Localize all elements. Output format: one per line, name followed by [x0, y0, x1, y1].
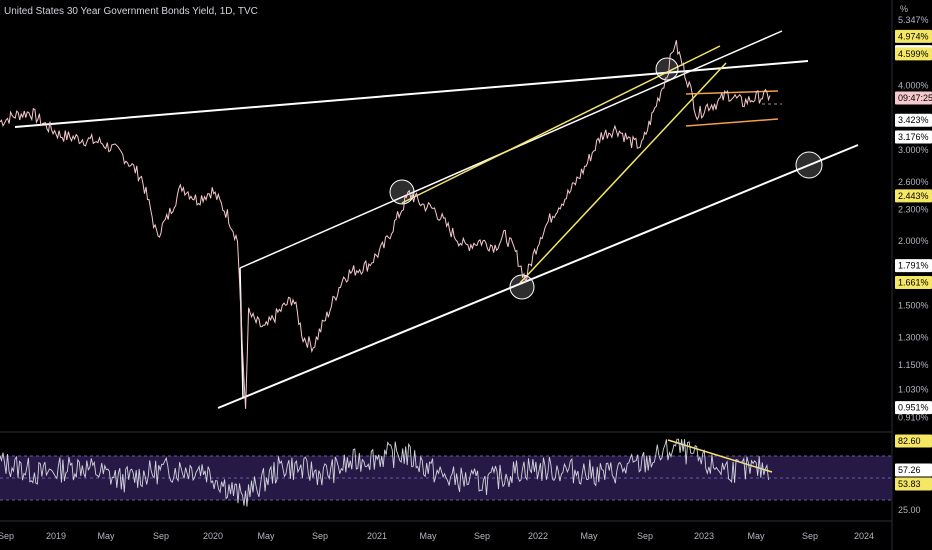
price-badge: [895, 113, 932, 127]
price-badge: [895, 130, 932, 144]
rsi-badge: [895, 477, 932, 491]
price-tick-label: 4.000%: [898, 80, 929, 90]
time-tick-label: May: [747, 531, 765, 541]
main-series-layer: [0, 40, 771, 409]
orange-range-bottom[interactable]: [685, 118, 779, 127]
time-tick-label: 2024: [854, 531, 874, 541]
time-axis-ticks: Sep 2019 May Sep 2020 May Sep 2021 May Sep 2022 May…: [0, 531, 874, 541]
price-tick-label: 5.347%: [898, 15, 929, 25]
time-tick-label: May: [257, 531, 275, 541]
rsi-axis-ticks: 25.00: [898, 505, 921, 515]
rsi-series-line: [0, 438, 769, 507]
price-tick-label: 1.500%: [898, 300, 929, 310]
time-tick-label: Sep: [153, 531, 169, 541]
highlight-circle-2023-peak[interactable]: [655, 57, 679, 81]
rsi-badge-label: 53.83: [898, 479, 921, 489]
rsi-tick-label: 25.00: [898, 505, 921, 515]
price-axis-badges: 4.974%4.648%4.599%09:47:253.423%3.176%2.…: [895, 29, 932, 415]
chart-title: United States 30 Year Government Bonds Y…: [4, 6, 258, 17]
yellow-trendline-upper[interactable]: [401, 45, 721, 204]
rsi-badge: [895, 434, 932, 448]
time-tick-label: May: [97, 531, 115, 541]
price-tick-label: 1.150%: [898, 360, 929, 370]
highlight-circle-2021[interactable]: [389, 179, 415, 205]
orange-range-top[interactable]: [685, 90, 779, 95]
price-tick-label: 2.300%: [898, 204, 929, 214]
price-unit-label: %: [900, 4, 908, 14]
highlight-circle-target[interactable]: [795, 151, 823, 179]
price-badge: [895, 276, 932, 289]
price-tick-label: 2.000%: [898, 236, 929, 246]
price-series-line: [0, 40, 771, 409]
lower-channel-line[interactable]: [217, 144, 859, 409]
time-tick-label: 2019: [46, 531, 66, 541]
time-tick-label: 2023: [694, 531, 714, 541]
price-badge: [895, 91, 932, 105]
price-tick-label: 0.910%: [898, 413, 929, 423]
rsi-badge: [895, 463, 932, 477]
time-tick-label: May: [419, 531, 437, 541]
price-badge-label: 1.791%: [898, 261, 929, 271]
price-tick-label: 1.030%: [898, 385, 929, 395]
time-tick-label: May: [580, 531, 598, 541]
price-tick-label: 2.600%: [898, 177, 929, 187]
time-tick-label: Sep: [0, 531, 14, 541]
price-badge-label: 3.176%: [898, 132, 929, 142]
time-tick-label: Sep: [474, 531, 490, 541]
rsi-axis-badges: 82.60 57.26 53.83: [895, 434, 932, 491]
price-badge-label: 0.951%: [898, 403, 929, 413]
price-badge-label: 09:47:25: [898, 93, 932, 103]
rsi-badge-label: 57.26: [898, 465, 921, 475]
price-tick-label: 3.000%: [898, 145, 929, 155]
long-resistance-trendline[interactable]: [14, 60, 809, 128]
price-badge: [895, 189, 932, 203]
time-tick-label: Sep: [802, 531, 818, 541]
time-tick-label: 2021: [367, 531, 387, 541]
price-badge-label: 2.443%: [898, 191, 929, 201]
price-badge: [895, 47, 932, 61]
price-tick-label: 1.300%: [898, 333, 929, 343]
price-badge-label: 4.599%: [898, 49, 929, 59]
time-tick-label: Sep: [637, 531, 653, 541]
time-tick-label: 2020: [203, 531, 223, 541]
time-tick-label: 2022: [528, 531, 548, 541]
price-badge-label: 4.974%: [898, 31, 929, 41]
rsi-series-layer: [0, 438, 769, 507]
time-tick-label: Sep: [312, 531, 328, 541]
price-badge: [895, 259, 932, 273]
highlight-circle-2022[interactable]: [509, 274, 535, 300]
drawing-layer: [14, 30, 859, 473]
rsi-badge-label: 82.60: [898, 436, 921, 446]
yellow-trendline-lower[interactable]: [519, 62, 727, 284]
price-axis-ticks: 5.347% 4.000% 3.000% 2.600% 2.300% 2.000% 1.50…: [898, 4, 929, 423]
price-badge-label: 3.423%: [898, 115, 929, 125]
price-badge-label: 1.661%: [898, 278, 929, 288]
price-badge: [895, 29, 932, 43]
price-badge: [895, 401, 932, 415]
